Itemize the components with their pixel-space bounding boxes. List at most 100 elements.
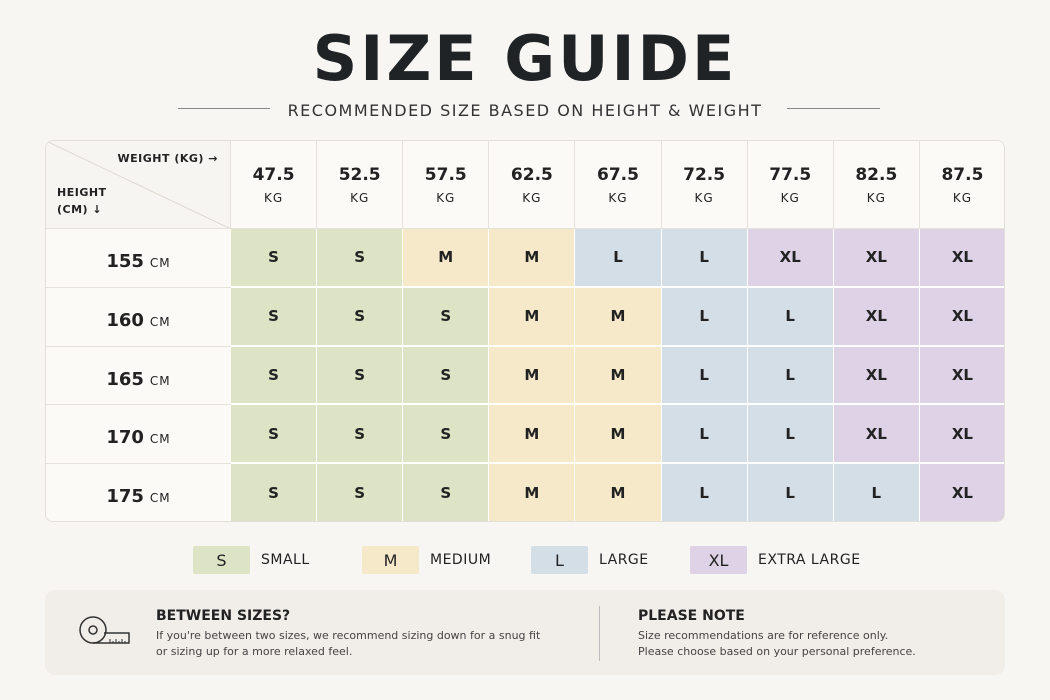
legend-swatch: S: [193, 546, 250, 574]
weight-unit: KG: [522, 190, 542, 205]
rule: [787, 108, 880, 109]
weight-value: 82.5: [855, 164, 898, 185]
size-cell: M: [403, 229, 490, 288]
size-cell: M: [489, 229, 576, 288]
size-cell: S: [231, 464, 318, 521]
weight-header: 62.5 KG: [489, 141, 576, 229]
height-value: 170: [106, 427, 144, 449]
size-cell: XL: [747, 229, 834, 288]
size-cell: L: [661, 346, 748, 406]
size-cell: S: [403, 405, 490, 465]
size-cell: L: [747, 346, 834, 406]
weight-value: 47.5: [252, 164, 295, 185]
height-value: 165: [106, 368, 144, 390]
weight-value: 77.5: [769, 164, 812, 185]
size-cell: XL: [919, 229, 1004, 288]
size-cell: XL: [833, 405, 920, 465]
legend-label: MEDIUM: [430, 552, 492, 568]
legend-label: SMALL: [261, 552, 310, 568]
size-cell: M: [489, 464, 576, 521]
weight-unit: KG: [436, 190, 456, 205]
size-cell: S: [403, 464, 490, 521]
size-cell: M: [489, 346, 576, 406]
weight-unit: KG: [780, 190, 800, 205]
diagonal-line: [46, 141, 231, 229]
size-cell: S: [403, 287, 490, 347]
height-label: HEIGHT: [57, 186, 107, 199]
size-cell: S: [317, 229, 404, 288]
size-cell: S: [231, 287, 318, 347]
height-header: 175 CM: [46, 464, 231, 521]
height-unit: CM: [149, 491, 171, 506]
size-table: WEIGHT (KG) → HEIGHT (CM) ↓ 47.5 KG 52.5 KG 57.…: [45, 140, 1005, 522]
legend: S SMALL M MEDIUM L LARGE XL EXTRA LARGE: [0, 546, 1050, 576]
notes: BETWEEN SIZES? If you're between two size…: [45, 590, 1005, 675]
weight-header: 87.5 KG: [919, 141, 1004, 229]
size-cell: L: [747, 287, 834, 347]
size-cell: L: [833, 464, 920, 521]
height-value: 175: [106, 486, 144, 508]
size-cell: XL: [833, 229, 920, 288]
weight-value: 62.5: [510, 164, 553, 185]
note-line: Size recommendations are for reference o…: [638, 629, 889, 642]
size-cell: XL: [919, 346, 1004, 406]
legend-swatch: M: [362, 546, 419, 574]
size-cell: M: [575, 287, 662, 347]
legend-swatch: XL: [690, 546, 747, 574]
size-cell: L: [661, 287, 748, 347]
height-header: 165 CM: [46, 346, 231, 406]
legend-swatch: L: [531, 546, 588, 574]
weight-unit: KG: [608, 190, 628, 205]
rule: [178, 108, 270, 109]
weight-value: 52.5: [338, 164, 381, 185]
size-cell: S: [231, 405, 318, 465]
height-value: 160: [106, 309, 144, 331]
size-cell: M: [575, 464, 662, 521]
note-line: Please choose based on your personal pre…: [638, 645, 916, 658]
weight-unit: KG: [263, 190, 284, 205]
size-cell: L: [747, 464, 834, 521]
size-cell: M: [575, 346, 662, 406]
size-cell: S: [231, 229, 318, 288]
legend-label: LARGE: [599, 552, 649, 568]
weight-header: 77.5 KG: [747, 141, 834, 229]
size-cell: XL: [919, 464, 1004, 521]
height-header: 155 CM: [46, 229, 231, 288]
weight-header: 72.5 KG: [661, 141, 748, 229]
size-cell: L: [661, 229, 748, 288]
weight-unit: KG: [350, 190, 370, 205]
weight-header: 52.5 KG: [317, 141, 404, 229]
height-unit: CM: [149, 373, 171, 388]
weight-header: 82.5 KG: [833, 141, 920, 229]
size-cell: L: [661, 464, 748, 521]
size-cell: S: [317, 287, 404, 347]
size-cell: S: [317, 464, 404, 521]
note-line: If you're between two sizes, we recommen…: [156, 629, 541, 642]
height-header: 170 CM: [46, 405, 231, 465]
weight-header: 57.5 KG: [403, 141, 490, 229]
size-cell: S: [231, 346, 318, 406]
height-label: (CM) ↓: [57, 203, 103, 216]
size-cell: M: [489, 405, 576, 465]
height-header: 160 CM: [46, 287, 231, 347]
size-cell: XL: [919, 287, 1004, 347]
weight-value: 57.5: [424, 164, 467, 185]
divider: [599, 606, 600, 661]
weight-value: 72.5: [683, 164, 726, 185]
weight-value: 87.5: [941, 164, 984, 185]
size-cell: XL: [833, 287, 920, 347]
size-cell: XL: [833, 346, 920, 406]
note-title: BETWEEN SIZES?: [156, 608, 291, 624]
size-cell: M: [489, 287, 576, 347]
weight-header: 67.5 KG: [575, 141, 662, 229]
size-cell: L: [661, 405, 748, 465]
weight-header: 47.5 KG: [231, 141, 318, 229]
legend-label: EXTRA LARGE: [758, 552, 861, 568]
height-value: 155: [106, 251, 144, 272]
subtitle: RECOMMENDED SIZE BASED ON HEIGHT & WEIGH…: [287, 101, 763, 120]
note-line: or sizing up for a more relaxed feel.: [156, 645, 353, 658]
size-cell: XL: [919, 405, 1004, 465]
weight-label: WEIGHT (KG) →: [117, 152, 218, 165]
height-unit: CM: [149, 432, 171, 447]
weight-unit: KG: [694, 190, 714, 205]
